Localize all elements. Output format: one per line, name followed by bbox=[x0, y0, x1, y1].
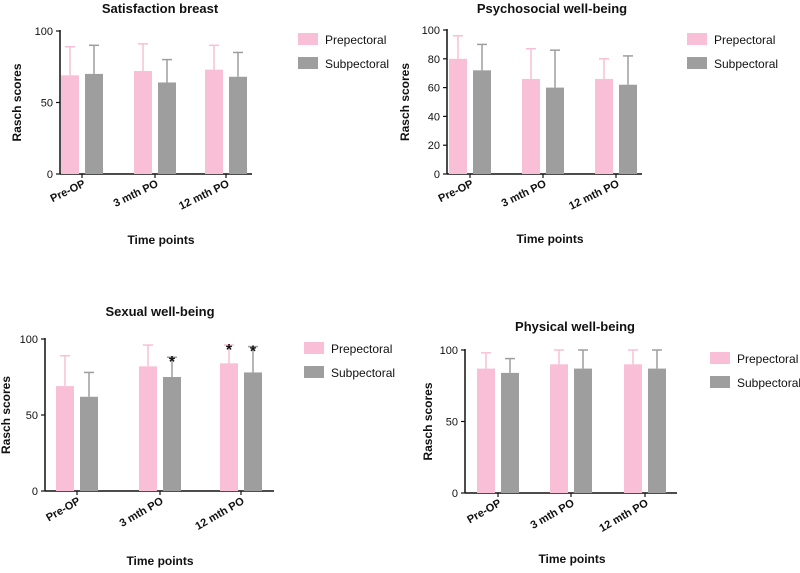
x-axis-title: Time points bbox=[516, 232, 583, 246]
y-tick-label: 100 bbox=[440, 345, 458, 357]
significance-marker: * bbox=[169, 354, 176, 371]
legend-label-prepectoral: Prepectoral bbox=[737, 352, 798, 366]
chart-panel-4: Physical well-being 0 50 100 Rasch scores Tim… bbox=[421, 319, 800, 566]
chart-panel-3: Sexual well-being 0 50 100 Rasch scores Time … bbox=[0, 304, 395, 568]
legend-swatch-subpectoral bbox=[710, 376, 730, 388]
bar-prepectoral-12-mth-po bbox=[205, 69, 223, 174]
y-tick-label: 100 bbox=[35, 26, 53, 38]
chart-title: Psychosocial well-being bbox=[477, 1, 627, 16]
bar-subpectoral-12-mth-po bbox=[244, 372, 262, 491]
chart-title: Satisfaction breast bbox=[102, 1, 219, 16]
x-tick-label: 12 mth PO bbox=[597, 497, 650, 535]
legend-swatch-prepectoral bbox=[687, 33, 707, 45]
bar-subpectoral-12-mth-po bbox=[648, 368, 666, 493]
legend-swatch-prepectoral bbox=[304, 342, 324, 354]
bar-subpectoral-12-mth-po bbox=[619, 84, 637, 174]
significance-marker: * bbox=[226, 342, 233, 359]
bar-prepectoral-pre-op bbox=[477, 368, 495, 493]
bar-prepectoral-pre-op bbox=[56, 386, 74, 491]
legend-swatch-subpectoral bbox=[304, 366, 324, 378]
chart-panel-2: Psychosocial well-being 0 20 40 60 80 100 Rasch… bbox=[398, 1, 778, 246]
legend-label-subpectoral: Subpectoral bbox=[737, 376, 800, 390]
y-tick-label: 50 bbox=[41, 98, 53, 110]
x-tick-label: Pre-OP bbox=[49, 178, 88, 205]
x-tick-label: 12 mth PO bbox=[567, 178, 622, 213]
chart-title: Sexual well-being bbox=[105, 304, 214, 319]
y-tick-label: 20 bbox=[428, 140, 440, 152]
legend-swatch-prepectoral bbox=[298, 33, 318, 45]
x-tick-label: 12 mth PO bbox=[193, 495, 246, 533]
x-tick-label: Pre-OP bbox=[437, 178, 476, 205]
bar-prepectoral-3-mth-po bbox=[134, 71, 152, 174]
x-tick-label: 3 mth PO bbox=[500, 178, 549, 210]
legend-label-subpectoral: Subpectoral bbox=[325, 57, 389, 71]
y-tick-label: 0 bbox=[32, 486, 38, 498]
bar-subpectoral-3-mth-po bbox=[574, 368, 592, 493]
x-tick-label: 3 mth PO bbox=[118, 495, 166, 530]
x-tick-label: 3 mth PO bbox=[112, 178, 161, 210]
y-tick-label: 60 bbox=[428, 83, 440, 95]
bar-subpectoral-3-mth-po bbox=[158, 82, 176, 174]
x-tick-label: 3 mth PO bbox=[529, 497, 577, 532]
bar-subpectoral-3-mth-po bbox=[546, 87, 564, 174]
x-tick-label: Pre-OP bbox=[44, 495, 82, 524]
y-tick-label: 100 bbox=[20, 334, 38, 346]
bar-prepectoral-12-mth-po bbox=[624, 364, 642, 493]
legend-label-prepectoral: Prepectoral bbox=[714, 33, 775, 47]
y-axis-title: Rasch scores bbox=[0, 376, 13, 454]
x-axis-title: Time points bbox=[127, 233, 194, 247]
y-tick-label: 40 bbox=[428, 111, 440, 123]
bar-prepectoral-12-mth-po bbox=[220, 363, 238, 491]
bar-subpectoral-3-mth-po bbox=[163, 377, 181, 491]
y-tick-label: 0 bbox=[434, 169, 440, 181]
bar-subpectoral-pre-op bbox=[85, 73, 103, 174]
x-tick-label: Pre-OP bbox=[465, 497, 503, 526]
bar-prepectoral-12-mth-po bbox=[595, 78, 613, 174]
bar-subpectoral-pre-op bbox=[80, 396, 98, 491]
legend-label-subpectoral: Subpectoral bbox=[714, 57, 778, 71]
y-tick-label: 0 bbox=[47, 169, 53, 181]
y-axis-title: Rasch scores bbox=[421, 382, 435, 460]
bar-subpectoral-pre-op bbox=[501, 372, 519, 493]
bar-prepectoral-pre-op bbox=[61, 75, 79, 174]
bar-prepectoral-3-mth-po bbox=[139, 366, 157, 491]
y-tick-label: 0 bbox=[452, 488, 458, 500]
bar-subpectoral-12-mth-po bbox=[229, 76, 247, 174]
chart-panel-1: Satisfaction breast 0 50 100 Rasch scores Tim… bbox=[10, 1, 389, 247]
x-axis-title: Time points bbox=[126, 554, 193, 568]
bar-prepectoral-3-mth-po bbox=[522, 78, 540, 174]
y-tick-label: 80 bbox=[428, 54, 440, 66]
bar-subpectoral-pre-op bbox=[473, 70, 491, 174]
y-tick-label: 50 bbox=[26, 410, 38, 422]
y-axis-title: Rasch scores bbox=[10, 63, 24, 141]
legend-swatch-subpectoral bbox=[298, 57, 318, 69]
significance-marker: * bbox=[250, 344, 257, 361]
bar-prepectoral-3-mth-po bbox=[550, 364, 568, 493]
x-axis-title: Time points bbox=[538, 552, 605, 566]
legend-label-prepectoral: Prepectoral bbox=[331, 342, 392, 356]
bar-prepectoral-pre-op bbox=[449, 58, 467, 174]
y-axis-title: Rasch scores bbox=[398, 63, 412, 141]
legend-label-prepectoral: Prepectoral bbox=[325, 33, 386, 47]
y-tick-label: 100 bbox=[422, 25, 440, 37]
legend-swatch-prepectoral bbox=[710, 352, 730, 364]
y-tick-label: 50 bbox=[446, 417, 458, 429]
x-tick-label: 12 mth PO bbox=[177, 178, 232, 213]
chart-title: Physical well-being bbox=[515, 319, 635, 334]
legend-swatch-subpectoral bbox=[687, 57, 707, 69]
legend-label-subpectoral: Subpectoral bbox=[331, 366, 395, 380]
